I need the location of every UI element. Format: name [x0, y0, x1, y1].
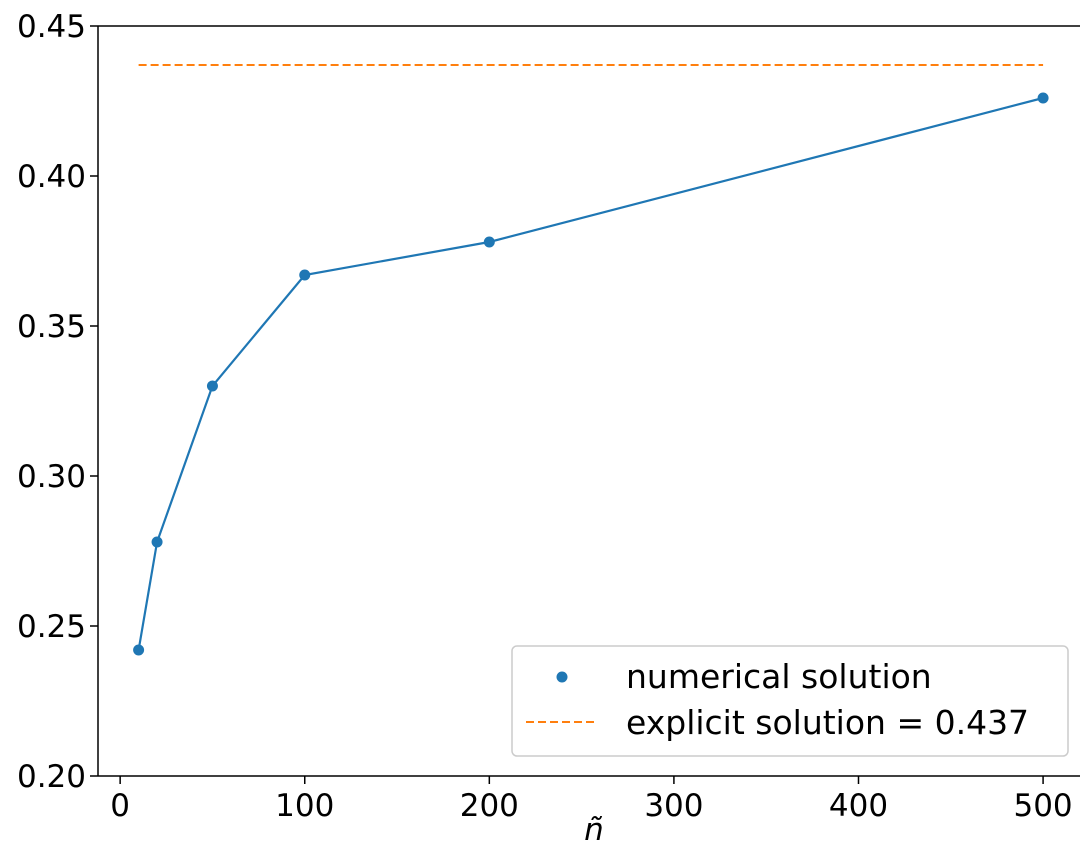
legend-label-numerical: numerical solution — [626, 657, 932, 696]
legend: numerical solution explicit solution = 0… — [511, 645, 1069, 757]
x-tick-label: 300 — [644, 788, 703, 824]
data-point — [151, 536, 163, 548]
x-axis-label: ñ — [584, 812, 604, 848]
data-point — [206, 380, 218, 392]
data-point — [1037, 92, 1049, 104]
data-point — [483, 236, 495, 248]
y-tick-label: 0.20 — [17, 759, 86, 795]
y-tick-label: 0.25 — [17, 609, 86, 645]
x-tick-label: 100 — [275, 788, 334, 824]
x-tick-label: 400 — [829, 788, 888, 824]
x-tick-label: 500 — [1013, 788, 1072, 824]
y-tick-label: 0.30 — [17, 459, 86, 495]
data-point — [299, 269, 311, 281]
x-tick-label: 200 — [460, 788, 519, 824]
legend-marker-numerical — [556, 671, 568, 683]
y-tick-label: 0.40 — [17, 159, 86, 195]
y-axis-ticks: 0.20 0.25 0.30 0.35 0.40 0.45 — [17, 9, 98, 795]
y-tick-label: 0.45 — [17, 9, 86, 45]
x-axis-ticks: 0 100 200 300 400 500 — [110, 776, 1073, 824]
x-tick-label: 0 — [110, 788, 130, 824]
series-layer — [133, 64, 1049, 656]
data-point — [133, 644, 145, 656]
y-tick-label: 0.35 — [17, 309, 86, 345]
legend-box — [511, 645, 1069, 757]
numerical-solution-line — [137, 96, 1044, 651]
legend-label-explicit: explicit solution = 0.437 — [626, 703, 1029, 742]
plot-frame — [97, 25, 1080, 777]
